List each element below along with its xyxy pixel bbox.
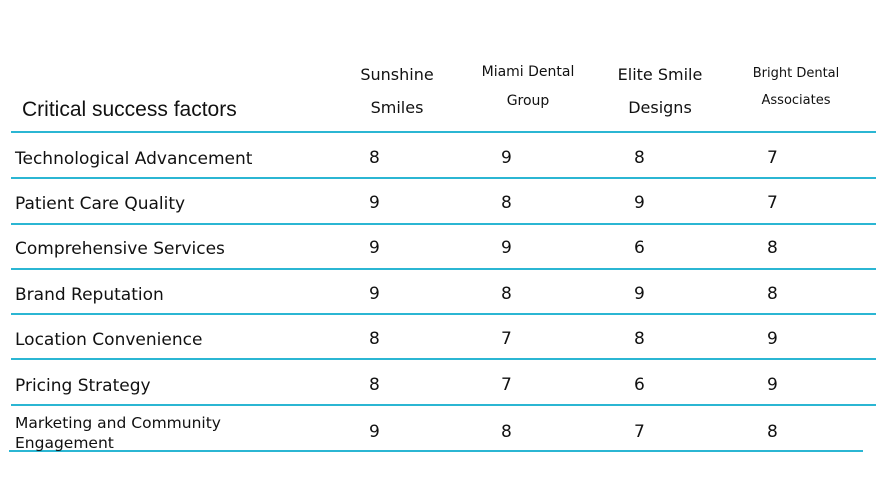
score-cell: 9 (369, 193, 380, 213)
score-cell: 7 (634, 422, 645, 442)
score-cell: 7 (501, 375, 512, 395)
row-label: Brand Reputation (15, 285, 164, 305)
table-title: Critical success factors (22, 98, 237, 121)
score-cell: 8 (501, 422, 512, 442)
score-cell: 8 (369, 329, 380, 349)
row-divider (11, 177, 876, 179)
score-cell: 9 (369, 422, 380, 442)
column-header-line: Sunshine (360, 65, 434, 84)
score-cell: 7 (501, 329, 512, 349)
column-header-line: Designs (628, 98, 692, 117)
score-cell: 7 (767, 193, 778, 213)
score-cell: 8 (501, 193, 512, 213)
column-header-line: Elite Smile (617, 65, 703, 84)
score-cell: 9 (767, 375, 778, 395)
column-header-line: Group (506, 93, 550, 109)
row-label: Pricing Strategy (15, 376, 151, 396)
row-label: Location Convenience (15, 330, 203, 350)
score-cell: 8 (767, 422, 778, 442)
score-cell: 9 (501, 148, 512, 168)
row-divider (11, 313, 876, 315)
column-header-miami-dental-group: Miami Dental Group (472, 58, 584, 116)
score-cell: 9 (767, 329, 778, 349)
score-cell: 8 (767, 284, 778, 304)
score-cell: 9 (634, 284, 645, 304)
score-cell: 9 (369, 284, 380, 304)
score-cell: 8 (369, 148, 380, 168)
column-header-line: Associates (761, 93, 831, 108)
score-cell: 8 (767, 238, 778, 258)
column-header-elite-smile-designs: Elite Smile Designs (608, 58, 712, 124)
row-label: Marketing and Community Engagement (15, 414, 221, 452)
score-cell: 9 (501, 238, 512, 258)
score-cell: 7 (767, 148, 778, 168)
column-header-line: Smiles (370, 98, 424, 117)
column-header-line: Bright Dental (752, 66, 840, 81)
score-cell: 8 (369, 375, 380, 395)
header-divider (11, 131, 876, 133)
row-divider (11, 223, 876, 225)
row-label: Technological Advancement (15, 149, 253, 169)
score-cell: 8 (634, 329, 645, 349)
score-cell: 6 (634, 238, 645, 258)
score-cell: 8 (634, 148, 645, 168)
row-divider (11, 404, 876, 406)
score-cell: 6 (634, 375, 645, 395)
column-header-line: Miami Dental (481, 64, 575, 80)
row-divider (11, 358, 876, 360)
row-divider (11, 268, 876, 270)
row-label: Patient Care Quality (15, 194, 186, 214)
score-cell: 8 (501, 284, 512, 304)
column-header-sunshine-smiles: Sunshine Smiles (347, 58, 447, 124)
row-label: Comprehensive Services (15, 239, 225, 259)
column-header-bright-dental-associates: Bright Dental Associates (740, 60, 852, 114)
score-cell: 9 (634, 193, 645, 213)
row-divider (9, 450, 863, 452)
score-cell: 9 (369, 238, 380, 258)
